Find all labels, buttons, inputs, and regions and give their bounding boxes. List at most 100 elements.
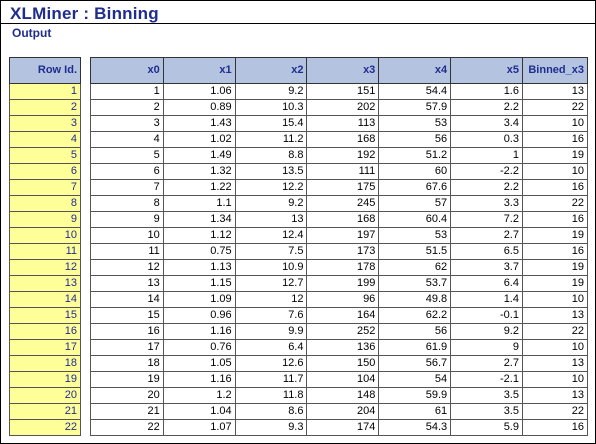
table-cell[interactable]: 15 — [90, 307, 164, 324]
row-id-cell[interactable]: 19 — [9, 371, 81, 388]
table-cell[interactable]: 1 — [450, 147, 523, 164]
table-cell[interactable]: 19 — [90, 371, 164, 388]
table-cell[interactable]: 53 — [378, 115, 452, 132]
table-cell[interactable]: 19 — [521, 227, 589, 244]
table-cell[interactable]: 56.7 — [378, 355, 452, 372]
table-cell[interactable]: 13 — [521, 83, 589, 100]
table-cell[interactable]: 12.4 — [234, 227, 308, 244]
table-cell[interactable]: 9 — [90, 211, 164, 228]
table-cell[interactable]: 96 — [306, 291, 380, 308]
table-cell[interactable]: 8.8 — [234, 147, 308, 164]
table-cell[interactable]: 9.9 — [234, 323, 308, 340]
table-cell[interactable]: 9.3 — [234, 419, 308, 436]
table-cell[interactable]: 11.7 — [234, 371, 308, 388]
table-cell[interactable]: 13 — [234, 211, 308, 228]
table-cell[interactable]: 49.8 — [378, 291, 452, 308]
row-id-cell[interactable]: 9 — [9, 211, 81, 228]
table-cell[interactable]: 2 — [90, 99, 164, 116]
row-id-header[interactable]: Row Id. — [9, 57, 81, 84]
table-cell[interactable]: 61 — [378, 403, 452, 420]
table-cell[interactable]: 2.2 — [450, 99, 523, 116]
table-cell[interactable]: 6.5 — [450, 243, 523, 260]
table-cell[interactable]: 0.75 — [162, 243, 236, 260]
column-header-x3[interactable]: x3 — [306, 57, 380, 84]
table-cell[interactable]: 16 — [521, 419, 589, 436]
column-header-x0[interactable]: x0 — [90, 57, 164, 84]
table-cell[interactable]: 19 — [521, 259, 589, 276]
table-cell[interactable]: 54.4 — [378, 83, 452, 100]
table-cell[interactable]: 56 — [378, 131, 452, 148]
table-cell[interactable]: 6.4 — [450, 275, 523, 292]
table-cell[interactable]: 11.8 — [234, 387, 308, 404]
table-cell[interactable]: 10 — [521, 163, 589, 180]
table-cell[interactable]: 60.4 — [378, 211, 452, 228]
row-id-cell[interactable]: 12 — [9, 259, 81, 276]
row-id-cell[interactable]: 1 — [9, 83, 81, 100]
table-cell[interactable]: 113 — [306, 115, 380, 132]
table-cell[interactable]: 0.76 — [162, 339, 236, 356]
table-cell[interactable]: 2.2 — [450, 179, 523, 196]
table-cell[interactable]: 6.4 — [234, 339, 308, 356]
table-cell[interactable]: 16 — [521, 211, 589, 228]
table-cell[interactable]: 178 — [306, 259, 380, 276]
table-cell[interactable]: 53 — [378, 227, 452, 244]
row-id-cell[interactable]: 14 — [9, 291, 81, 308]
table-cell[interactable]: 10 — [521, 291, 589, 308]
table-cell[interactable]: 1.49 — [162, 147, 236, 164]
table-cell[interactable]: 7.6 — [234, 307, 308, 324]
row-id-cell[interactable]: 8 — [9, 195, 81, 212]
table-cell[interactable]: 252 — [306, 323, 380, 340]
row-id-cell[interactable]: 5 — [9, 147, 81, 164]
row-id-cell[interactable]: 3 — [9, 115, 81, 132]
table-cell[interactable]: 173 — [306, 243, 380, 260]
table-cell[interactable]: 10 — [521, 371, 589, 388]
table-cell[interactable]: 13 — [521, 307, 589, 324]
table-cell[interactable]: 204 — [306, 403, 380, 420]
table-cell[interactable]: 51.2 — [378, 147, 452, 164]
row-id-cell[interactable]: 2 — [9, 99, 81, 116]
table-cell[interactable]: 54.3 — [378, 419, 452, 436]
table-cell[interactable]: 8 — [90, 195, 164, 212]
table-cell[interactable]: 22 — [521, 403, 589, 420]
row-id-cell[interactable]: 22 — [9, 419, 81, 436]
table-cell[interactable]: 3.5 — [450, 403, 523, 420]
table-cell[interactable]: 192 — [306, 147, 380, 164]
table-cell[interactable]: 12 — [234, 291, 308, 308]
table-cell[interactable]: 51.5 — [378, 243, 452, 260]
table-cell[interactable]: 174 — [306, 419, 380, 436]
table-cell[interactable]: 53.7 — [378, 275, 452, 292]
table-cell[interactable]: 13 — [90, 275, 164, 292]
table-cell[interactable]: 5 — [90, 147, 164, 164]
table-cell[interactable]: 10.9 — [234, 259, 308, 276]
table-cell[interactable]: 20 — [90, 387, 164, 404]
table-cell[interactable]: 11.2 — [234, 131, 308, 148]
table-cell[interactable]: 0.3 — [450, 131, 523, 148]
row-id-cell[interactable]: 16 — [9, 323, 81, 340]
table-cell[interactable]: 0.96 — [162, 307, 236, 324]
row-id-cell[interactable]: 13 — [9, 275, 81, 292]
table-cell[interactable]: 168 — [306, 211, 380, 228]
table-cell[interactable]: 1.1 — [162, 195, 236, 212]
table-cell[interactable]: 1.34 — [162, 211, 236, 228]
table-cell[interactable]: 17 — [90, 339, 164, 356]
table-cell[interactable]: -2.1 — [450, 371, 523, 388]
table-cell[interactable]: 9 — [450, 339, 523, 356]
table-cell[interactable]: 13.5 — [234, 163, 308, 180]
table-cell[interactable]: 5.9 — [450, 419, 523, 436]
table-cell[interactable]: 14 — [90, 291, 164, 308]
table-cell[interactable]: -0.1 — [450, 307, 523, 324]
table-cell[interactable]: 67.6 — [378, 179, 452, 196]
table-cell[interactable]: 1.02 — [162, 131, 236, 148]
table-cell[interactable]: 57.9 — [378, 99, 452, 116]
row-id-cell[interactable]: 4 — [9, 131, 81, 148]
table-cell[interactable]: 60 — [378, 163, 452, 180]
column-header-x5[interactable]: x5 — [450, 57, 523, 84]
row-id-cell[interactable]: 21 — [9, 403, 81, 420]
row-id-cell[interactable]: 10 — [9, 227, 81, 244]
table-cell[interactable]: 10 — [521, 115, 589, 132]
table-cell[interactable]: 1.06 — [162, 83, 236, 100]
table-cell[interactable]: 111 — [306, 163, 380, 180]
column-header-x2[interactable]: x2 — [234, 57, 308, 84]
table-cell[interactable]: 1.09 — [162, 291, 236, 308]
table-cell[interactable]: 7.2 — [450, 211, 523, 228]
